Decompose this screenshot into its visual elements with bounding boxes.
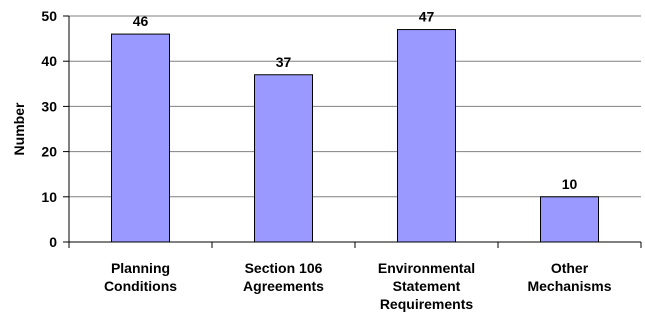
bar <box>111 33 170 243</box>
y-tick-labels: 0 10 20 30 40 50 <box>41 8 57 250</box>
y-tick-label: 30 <box>41 98 57 114</box>
y-axis-title: Number <box>11 102 27 155</box>
value-labels: 46 37 47 10 <box>133 9 578 192</box>
data-label: 47 <box>419 9 435 25</box>
x-category-label: Planning Conditions <box>104 260 177 294</box>
bar <box>254 74 313 243</box>
data-label: 46 <box>133 13 149 29</box>
y-tick-label: 40 <box>41 53 57 69</box>
x-category-label: Environmental Statement Requirements <box>378 260 475 312</box>
bars <box>111 29 599 243</box>
data-label: 37 <box>276 54 292 70</box>
x-category-labels: Planning Conditions Section 106 Agreements E… <box>104 260 612 312</box>
y-tick-label: 20 <box>41 144 57 160</box>
x-category-label: Section 106 Agreements <box>243 260 324 294</box>
x-category-label: Other Mechanisms <box>527 260 611 294</box>
bar <box>540 196 599 243</box>
y-tick-label: 0 <box>49 234 57 250</box>
data-label: 10 <box>562 176 578 192</box>
y-tick-label: 10 <box>41 189 57 205</box>
y-tick-label: 50 <box>41 8 57 24</box>
axes <box>63 15 642 248</box>
bar <box>397 29 456 243</box>
